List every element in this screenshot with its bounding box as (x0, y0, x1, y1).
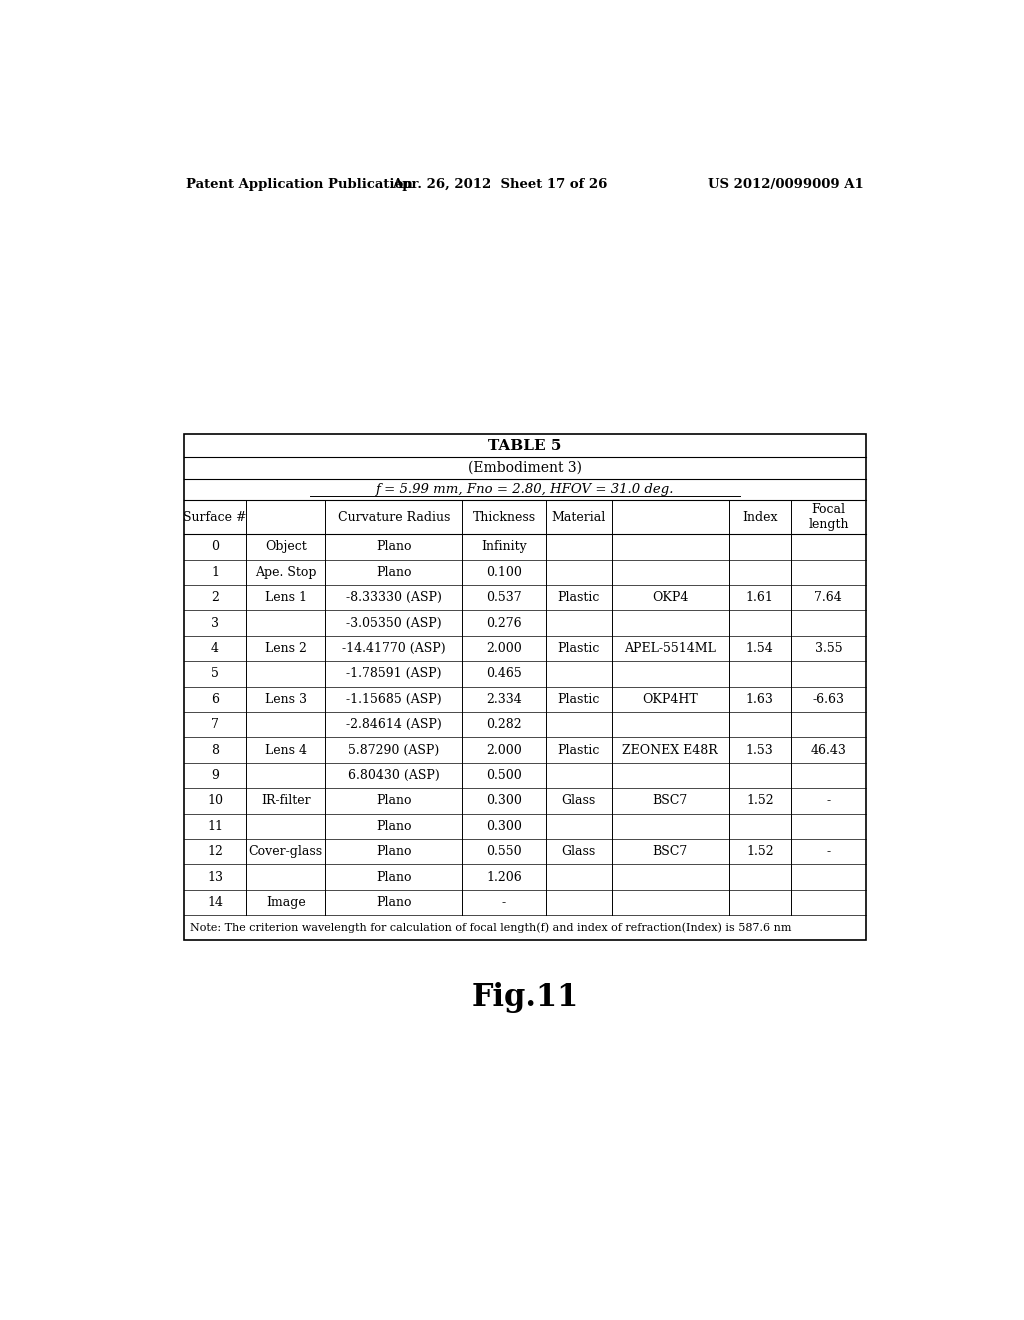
Text: 1.54: 1.54 (745, 642, 774, 655)
Text: 6: 6 (211, 693, 219, 706)
Text: 11: 11 (207, 820, 223, 833)
Text: IR-filter: IR-filter (261, 795, 310, 808)
Text: APEL-5514ML: APEL-5514ML (625, 642, 716, 655)
Text: 2.334: 2.334 (486, 693, 522, 706)
Text: 0.100: 0.100 (486, 566, 522, 578)
Text: 3.55: 3.55 (814, 642, 842, 655)
Text: Glass: Glass (562, 845, 596, 858)
Text: -2.84614 (ASP): -2.84614 (ASP) (346, 718, 441, 731)
Text: 1: 1 (211, 566, 219, 578)
Text: Cover-glass: Cover-glass (249, 845, 323, 858)
Text: 0.465: 0.465 (486, 668, 522, 680)
Text: OKP4HT: OKP4HT (642, 693, 698, 706)
Text: Plano: Plano (376, 540, 412, 553)
Text: BSC7: BSC7 (652, 795, 688, 808)
Text: Plastic: Plastic (558, 693, 600, 706)
Text: Plano: Plano (376, 566, 412, 578)
Text: Plano: Plano (376, 871, 412, 883)
Text: Plano: Plano (376, 845, 412, 858)
Text: 2: 2 (211, 591, 219, 605)
Text: 0.282: 0.282 (486, 718, 522, 731)
Text: 1.52: 1.52 (745, 845, 773, 858)
Text: (Embodiment 3): (Embodiment 3) (468, 461, 582, 475)
Text: Curvature Radius: Curvature Radius (338, 511, 450, 524)
Text: -8.33330 (ASP): -8.33330 (ASP) (346, 591, 441, 605)
Text: 8: 8 (211, 743, 219, 756)
Text: 1.52: 1.52 (745, 795, 773, 808)
Text: 0.500: 0.500 (486, 770, 522, 781)
Text: 2.000: 2.000 (486, 642, 522, 655)
Bar (183, 434, 866, 940)
Text: Note: The criterion wavelength for calculation of focal length(f) and index of r: Note: The criterion wavelength for calcu… (190, 923, 792, 933)
Text: 7.64: 7.64 (814, 591, 843, 605)
Text: 5.87290 (ASP): 5.87290 (ASP) (348, 743, 439, 756)
Text: Surface #: Surface # (183, 511, 247, 524)
Text: Object: Object (265, 540, 306, 553)
Text: Plastic: Plastic (558, 642, 600, 655)
Text: 2.000: 2.000 (486, 743, 522, 756)
Text: 4: 4 (211, 642, 219, 655)
Text: 0: 0 (211, 540, 219, 553)
Text: -1.78591 (ASP): -1.78591 (ASP) (346, 668, 441, 680)
Text: Index: Index (742, 511, 777, 524)
Text: 0.300: 0.300 (486, 795, 522, 808)
Text: 5: 5 (211, 668, 219, 680)
Text: 3: 3 (211, 616, 219, 630)
Text: 7: 7 (211, 718, 219, 731)
Text: f = 5.99 mm, Fno = 2.80, HFOV = 31.0 deg.: f = 5.99 mm, Fno = 2.80, HFOV = 31.0 deg… (376, 483, 674, 496)
Text: Patent Application Publication: Patent Application Publication (186, 178, 413, 190)
Text: Glass: Glass (562, 795, 596, 808)
Text: 0.550: 0.550 (486, 845, 522, 858)
Text: -: - (826, 845, 830, 858)
Text: -: - (502, 896, 506, 909)
Text: 0.276: 0.276 (486, 616, 522, 630)
Text: -6.63: -6.63 (812, 693, 845, 706)
Text: -: - (826, 795, 830, 808)
Text: Thickness: Thickness (472, 511, 536, 524)
Text: Fig.11: Fig.11 (471, 982, 579, 1014)
Text: Lens 2: Lens 2 (265, 642, 306, 655)
Text: Focal
length: Focal length (808, 503, 849, 531)
Text: 1.206: 1.206 (486, 871, 522, 883)
Text: 1.63: 1.63 (745, 693, 774, 706)
Text: 14: 14 (207, 896, 223, 909)
Text: Plano: Plano (376, 820, 412, 833)
Text: Lens 1: Lens 1 (264, 591, 306, 605)
Text: Ape. Stop: Ape. Stop (255, 566, 316, 578)
Text: OKP4: OKP4 (652, 591, 688, 605)
Text: 0.537: 0.537 (486, 591, 522, 605)
Text: 0.300: 0.300 (486, 820, 522, 833)
Text: Material: Material (552, 511, 606, 524)
Text: Image: Image (266, 896, 305, 909)
Text: Lens 4: Lens 4 (264, 743, 306, 756)
Text: TABLE 5: TABLE 5 (488, 438, 561, 453)
Text: ZEONEX E48R: ZEONEX E48R (623, 743, 718, 756)
Text: BSC7: BSC7 (652, 845, 688, 858)
Text: Plastic: Plastic (558, 743, 600, 756)
Text: 46.43: 46.43 (810, 743, 846, 756)
Text: 9: 9 (211, 770, 219, 781)
Text: 12: 12 (207, 845, 223, 858)
Text: 1.53: 1.53 (745, 743, 774, 756)
Text: 6.80430 (ASP): 6.80430 (ASP) (348, 770, 439, 781)
Text: Plastic: Plastic (558, 591, 600, 605)
Text: Lens 3: Lens 3 (264, 693, 306, 706)
Text: Plano: Plano (376, 795, 412, 808)
Text: US 2012/0099009 A1: US 2012/0099009 A1 (709, 178, 864, 190)
Text: Plano: Plano (376, 896, 412, 909)
Text: 1.61: 1.61 (745, 591, 774, 605)
Text: -14.41770 (ASP): -14.41770 (ASP) (342, 642, 445, 655)
Text: -1.15685 (ASP): -1.15685 (ASP) (346, 693, 441, 706)
Text: Apr. 26, 2012  Sheet 17 of 26: Apr. 26, 2012 Sheet 17 of 26 (392, 178, 607, 190)
Text: -3.05350 (ASP): -3.05350 (ASP) (346, 616, 441, 630)
Text: 10: 10 (207, 795, 223, 808)
Text: Infinity: Infinity (481, 540, 527, 553)
Text: 13: 13 (207, 871, 223, 883)
